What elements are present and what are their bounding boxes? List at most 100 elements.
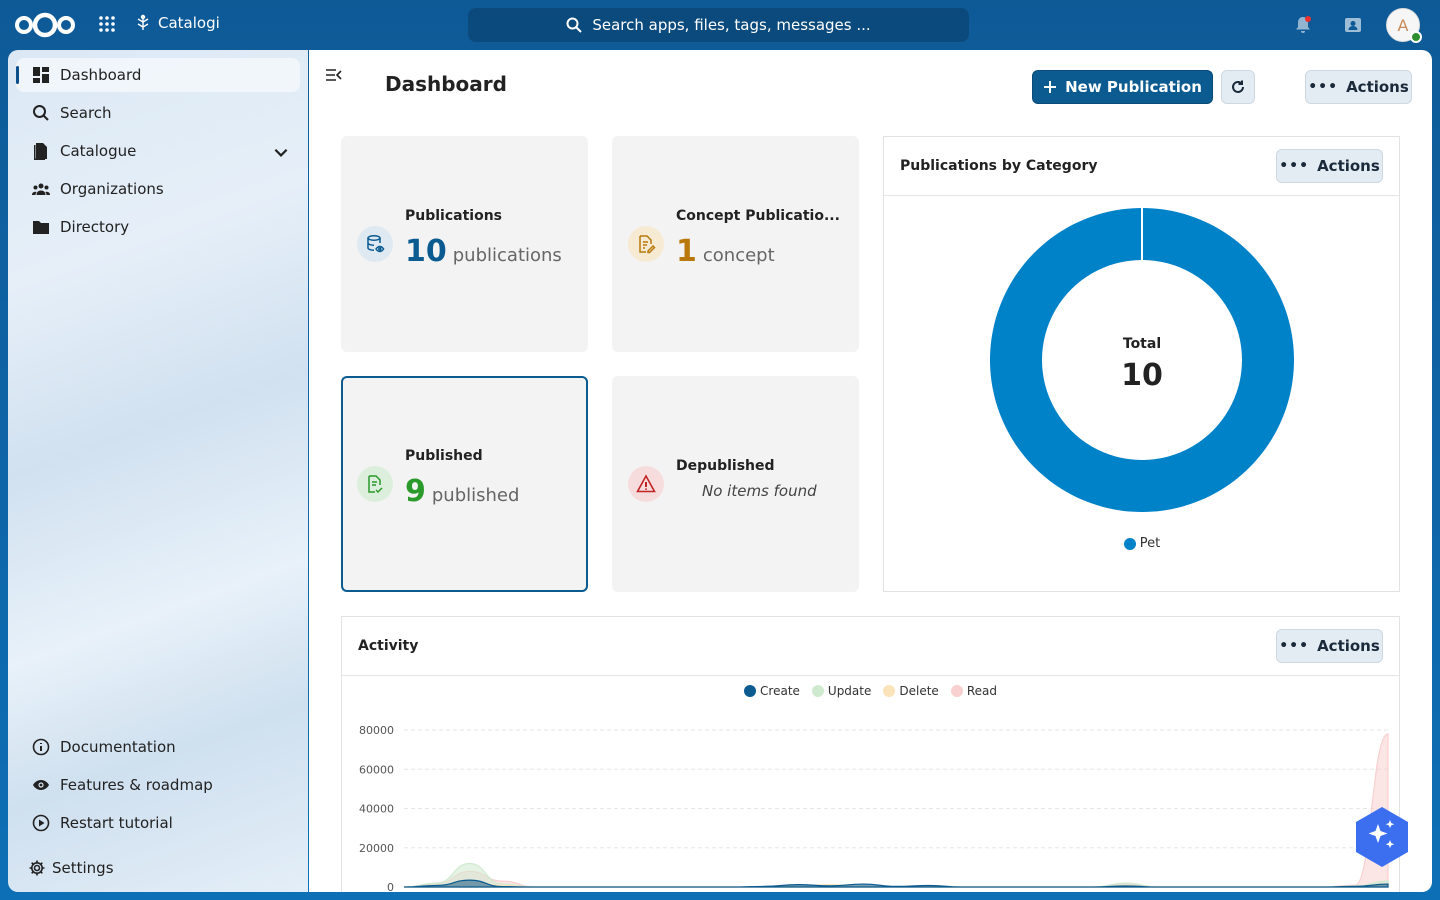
user-avatar[interactable]: A	[1386, 8, 1422, 43]
published-card[interactable]: Published 9 published	[341, 376, 588, 592]
card-unit: published	[431, 485, 520, 506]
actions-label: Actions	[1317, 157, 1380, 175]
notifications-bell-icon[interactable]	[1293, 15, 1313, 35]
legend-swatch	[1123, 537, 1136, 550]
contacts-icon[interactable]	[1343, 15, 1363, 35]
sidebar-item-documentation[interactable]: Documentation	[16, 730, 300, 764]
actions-button[interactable]: ••• Actions	[1305, 70, 1412, 104]
dots-horizontal-icon: •••	[1308, 79, 1339, 95]
settings-button[interactable]: Settings	[16, 851, 300, 885]
publications-card[interactable]: Publications 10 publications	[341, 136, 588, 352]
y-tick-label: 80000	[359, 724, 394, 737]
refresh-button[interactable]	[1221, 70, 1255, 104]
panel-header: Publications by Category ••• Actions	[884, 137, 1399, 196]
legend-label[interactable]: Pet	[1139, 536, 1161, 551]
chevron-down-icon[interactable]	[272, 143, 290, 161]
concept-publications-card[interactable]: Concept Publicatio... 1 concept	[612, 136, 859, 352]
app-name: Catalogi	[158, 14, 220, 32]
card-unit: publications	[452, 245, 562, 266]
pie-legend: Pet	[884, 536, 1400, 551]
file-edit-icon	[628, 226, 664, 262]
actions-label: Actions	[1317, 637, 1380, 655]
search-icon	[33, 105, 49, 121]
nextcloud-logo[interactable]	[14, 12, 76, 38]
y-tick-label: 60000	[359, 763, 394, 776]
y-tick-label: 20000	[359, 842, 394, 855]
panel-header: Activity ••• Actions	[342, 617, 1399, 676]
card-count: 10	[405, 234, 447, 269]
card-title: Depublished	[676, 458, 775, 474]
app-navigation: Dashboard Search Catalogue Organizations…	[8, 50, 308, 892]
page-title: Dashboard	[385, 72, 507, 96]
sidebar-item-dashboard[interactable]: Dashboard	[16, 58, 300, 92]
online-status-indicator	[1410, 31, 1422, 43]
activity-actions-button[interactable]: ••• Actions	[1276, 629, 1383, 663]
legend-item-delete[interactable]: Delete	[883, 684, 939, 698]
legend-swatch	[744, 685, 757, 697]
area-series-create[interactable]	[403, 879, 1389, 888]
legend-swatch	[883, 685, 896, 697]
unified-search-input[interactable]: Search apps, files, tags, messages ...	[468, 8, 969, 42]
assistant-fab-button[interactable]	[1354, 806, 1410, 868]
dots-horizontal-icon: •••	[1279, 638, 1310, 654]
legend-item-read[interactable]: Read	[950, 684, 997, 698]
area-series-read[interactable]	[403, 733, 1389, 888]
sidebar-item-label: Organizations	[60, 180, 164, 198]
database-eye-icon	[357, 226, 393, 262]
card-count: 1	[676, 234, 697, 269]
sparkle-icon	[1368, 824, 1388, 843]
info-icon	[32, 738, 50, 756]
sidebar-item-catalogue[interactable]: Catalogue	[16, 134, 300, 168]
activity-panel: Activity ••• Actions Create Update Delet…	[341, 616, 1400, 892]
sidebar-item-directory[interactable]: Directory	[16, 210, 300, 244]
legend-item-update[interactable]: Update	[811, 684, 871, 698]
legend-swatch	[811, 685, 824, 697]
search-icon	[566, 17, 583, 33]
donut-total-value: 10	[1121, 358, 1163, 393]
sidebar-item-label: Features & roadmap	[60, 776, 213, 794]
eye-icon	[33, 780, 49, 790]
actions-label: Actions	[1346, 78, 1409, 96]
sidebar-item-search[interactable]: Search	[16, 96, 300, 130]
file-icon	[34, 143, 47, 160]
legend-label: Create	[760, 684, 800, 698]
card-count: 9	[405, 474, 426, 509]
pie-slice-pet[interactable]	[989, 208, 1294, 512]
depublished-card[interactable]: Depublished No items found	[612, 376, 859, 592]
sidebar-item-label: Documentation	[60, 738, 176, 756]
legend-item-create[interactable]: Create	[744, 684, 800, 698]
panel-title: Publications by Category	[900, 158, 1098, 174]
card-unit: concept	[702, 245, 775, 266]
legend-label: Read	[966, 684, 997, 698]
sidebar-item-label: Dashboard	[60, 66, 142, 84]
y-tick-label: 0	[387, 881, 394, 892]
settings-label: Settings	[52, 859, 114, 877]
app-menu-icon[interactable]	[98, 15, 116, 33]
card-value: 9 published	[405, 474, 519, 509]
dashboard-icon	[33, 67, 49, 83]
catalogi-icon	[137, 14, 149, 30]
refresh-icon	[1232, 80, 1244, 93]
file-check-icon	[357, 466, 393, 502]
app-brand[interactable]: Catalogi	[134, 14, 220, 32]
legend-label: Delete	[899, 684, 939, 698]
toggle-navigation-icon[interactable]	[325, 66, 343, 84]
folder-icon	[33, 221, 49, 234]
new-publication-button[interactable]: New Publication	[1032, 70, 1213, 104]
card-title: Published	[405, 448, 483, 464]
area-series-update[interactable]	[403, 862, 1389, 888]
card-title: Concept Publicatio...	[676, 208, 840, 224]
sidebar-item-label: Search	[60, 104, 112, 122]
alert-icon	[628, 466, 664, 502]
publications-by-category-panel: Publications by Category ••• Actions Tot…	[883, 136, 1400, 592]
sidebar-item-organizations[interactable]: Organizations	[16, 172, 300, 206]
avatar-initial: A	[1397, 15, 1409, 35]
category-actions-button[interactable]: ••• Actions	[1276, 149, 1383, 183]
new-publication-label: New Publication	[1065, 78, 1202, 96]
card-title: Publications	[405, 208, 503, 224]
main-content: Dashboard New Publication ••• Actions Pu…	[309, 50, 1432, 892]
plus-icon	[1044, 81, 1057, 93]
sidebar-item-features-roadmap[interactable]: Features & roadmap	[16, 768, 300, 802]
panel-title: Activity	[358, 638, 419, 654]
sidebar-item-restart-tutorial[interactable]: Restart tutorial	[16, 806, 300, 840]
